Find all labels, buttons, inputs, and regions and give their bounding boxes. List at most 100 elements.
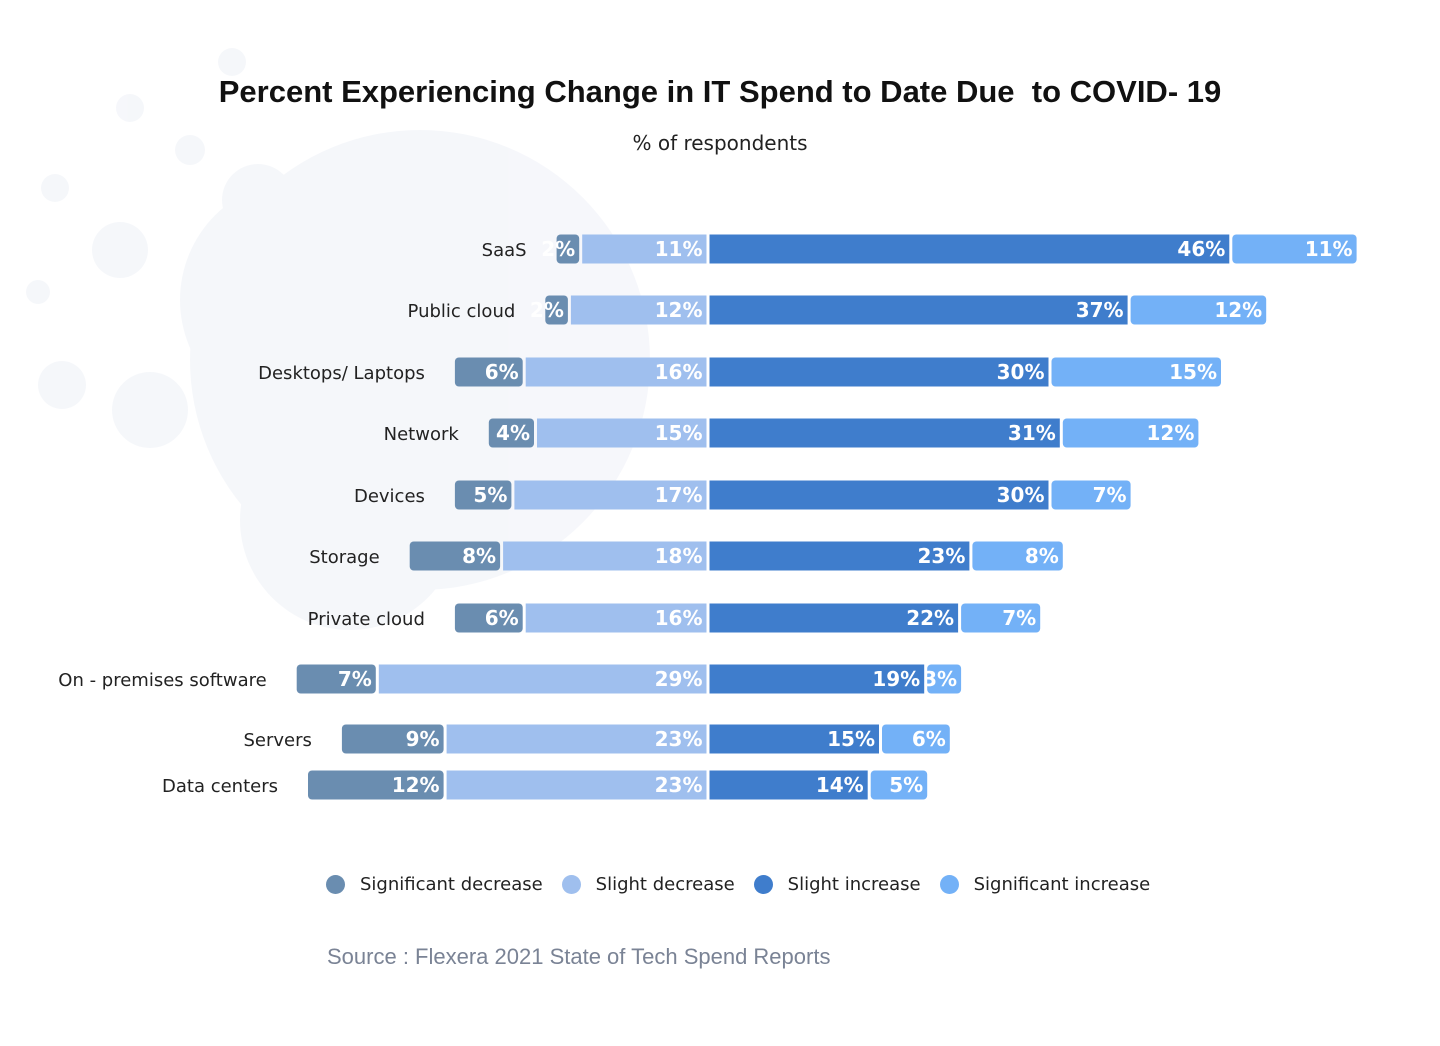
data-label: 23% xyxy=(655,773,703,797)
data-label: 8% xyxy=(1025,544,1059,568)
data-label: 29% xyxy=(655,667,703,691)
data-label: 8% xyxy=(462,544,496,568)
data-label: 46% xyxy=(1177,237,1225,261)
data-label: 11% xyxy=(655,237,703,261)
data-label: 7% xyxy=(1002,606,1036,630)
legend-label: Significant increase xyxy=(973,874,1151,895)
bar-segment xyxy=(454,603,523,633)
category-label: Storage xyxy=(309,547,379,568)
data-label: 37% xyxy=(1076,298,1124,322)
data-label: 22% xyxy=(906,606,954,630)
bar-segment xyxy=(972,541,1063,571)
bar-segment xyxy=(525,357,707,387)
data-label: 12% xyxy=(1214,298,1262,322)
bar-segment xyxy=(341,724,444,754)
data-label: 6% xyxy=(485,360,519,384)
legend-swatch xyxy=(939,875,959,894)
bar-segment xyxy=(1130,295,1267,325)
bar-segment xyxy=(545,295,568,325)
bar-segment xyxy=(709,234,1230,264)
category-label: Public cloud xyxy=(408,301,516,322)
data-label: 19% xyxy=(872,667,920,691)
category-label: Desktops/ Laptops xyxy=(258,363,425,384)
bar-segment xyxy=(454,357,523,387)
bar-segment xyxy=(570,295,707,325)
data-label: 2% xyxy=(541,237,575,261)
diverging-bar-chart: 11% 2% 46% 11% SaaS 12% 2% 37% 12% Public cloud 16… xyxy=(58,234,1357,800)
bar-segment xyxy=(927,664,962,694)
bar-segment xyxy=(709,664,925,694)
legend-item: Slight decrease xyxy=(561,874,735,895)
data-label: 30% xyxy=(997,483,1045,507)
data-label: 2% xyxy=(530,298,564,322)
data-label: 12% xyxy=(1147,421,1195,445)
chart-title: Percent Experiencing Change in IT Spend … xyxy=(218,74,1222,109)
legend-label: Slight decrease xyxy=(595,874,735,895)
legend-label: Slight increase xyxy=(787,874,921,895)
data-label: 23% xyxy=(655,727,703,751)
category-label: Devices xyxy=(354,486,425,507)
data-label: 15% xyxy=(1169,360,1217,384)
data-label: 11% xyxy=(1305,237,1353,261)
legend-swatch xyxy=(561,875,581,894)
bar-segment xyxy=(709,357,1049,387)
bar-segment xyxy=(709,418,1060,448)
bar-segment xyxy=(709,541,970,571)
data-label: 4% xyxy=(496,421,530,445)
legend-item: Significant decrease xyxy=(326,874,543,895)
source-note: Source : Flexera 2021 State of Tech Spen… xyxy=(327,944,831,969)
category-label: SaaS xyxy=(482,240,527,261)
bar-segment xyxy=(870,770,928,800)
data-label: 16% xyxy=(655,360,703,384)
data-label: 31% xyxy=(1008,421,1056,445)
bar-segment xyxy=(296,664,376,694)
bar-segment xyxy=(709,603,959,633)
category-label: Private cloud xyxy=(308,609,425,630)
legend-item: Slight increase xyxy=(753,874,921,895)
bar-segment xyxy=(446,770,707,800)
legend-swatch xyxy=(326,875,345,894)
data-label: 9% xyxy=(406,727,440,751)
data-label: 7% xyxy=(338,667,372,691)
category-label: Servers xyxy=(243,730,311,751)
bar-segment xyxy=(709,480,1049,510)
category-label: Network xyxy=(384,424,460,445)
legend-item: Significant increase xyxy=(939,874,1151,895)
data-label: 14% xyxy=(816,773,864,797)
bar-segment xyxy=(961,603,1041,633)
data-label: 3% xyxy=(923,667,957,691)
data-label: 23% xyxy=(918,544,966,568)
bar-segment xyxy=(378,664,707,694)
bar-segment xyxy=(1232,234,1357,264)
bar-segment xyxy=(882,724,950,754)
data-label: 6% xyxy=(485,606,519,630)
category-label: On - premises software xyxy=(58,670,266,691)
bar-segment xyxy=(709,770,868,800)
legend-swatch xyxy=(753,875,773,894)
data-label: 12% xyxy=(655,298,703,322)
category-label: Data centers xyxy=(162,776,278,797)
data-label: 16% xyxy=(655,606,703,630)
bar-segment xyxy=(537,418,707,448)
bar-segment xyxy=(582,234,707,264)
bar-segment xyxy=(503,541,707,571)
bar-segment xyxy=(709,724,879,754)
bar-segment xyxy=(709,295,1128,325)
data-label: 30% xyxy=(997,360,1045,384)
bar-segment xyxy=(488,418,534,448)
legend: Significant decrease Slight decrease Sli… xyxy=(326,874,1169,895)
legend-label: Significant decrease xyxy=(360,874,543,895)
data-label: 5% xyxy=(889,773,923,797)
bar-segment xyxy=(308,770,444,800)
data-label: 15% xyxy=(827,727,875,751)
bar-segment xyxy=(409,541,501,571)
data-label: 18% xyxy=(655,544,703,568)
data-label: 6% xyxy=(912,727,946,751)
bar-segment xyxy=(525,603,707,633)
data-label: 12% xyxy=(392,773,440,797)
bar-segment xyxy=(514,480,707,510)
bar-segment xyxy=(454,480,512,510)
data-label: 5% xyxy=(473,483,507,507)
data-label: 17% xyxy=(655,483,703,507)
data-label: 15% xyxy=(655,421,703,445)
